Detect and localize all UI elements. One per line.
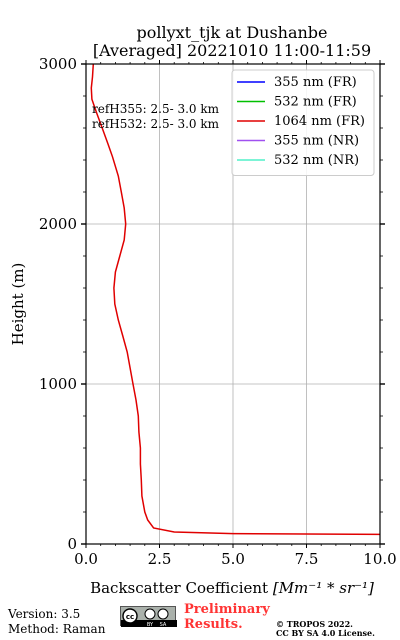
sa-icon xyxy=(157,608,169,620)
copyright-line1: © TROPOS 2022. xyxy=(276,619,353,629)
x-tick-label: 7.5 xyxy=(295,550,319,568)
prelim-line2: Results. xyxy=(184,617,243,632)
x-tick-label: 5.0 xyxy=(221,550,245,568)
chart-title-line1: pollyxt_tjk at Dushanbe xyxy=(136,23,328,42)
ref-h355-label: refH355: 2.5- 3.0 km xyxy=(92,102,220,116)
version-text: Version: 3.5 xyxy=(8,607,81,621)
legend-label: 532 nm (FR) xyxy=(274,95,357,110)
cc-license-icon: cc BY SA xyxy=(120,606,177,628)
y-axis-label: Height (m) xyxy=(9,263,27,346)
chart-title-line2: [Averaged] 20221010 11:00-11:59 xyxy=(92,41,372,60)
legend-label: 532 nm (NR) xyxy=(274,153,359,168)
x-tick-label: 0.0 xyxy=(74,550,98,568)
legend: 355 nm (FR) 532 nm (FR) 1064 nm (FR) 355 nm… xyxy=(231,69,375,176)
y-tick-label: 3000 xyxy=(39,55,77,73)
y-tick-label: 1000 xyxy=(39,375,77,393)
ref-h532-label: refH532: 2.5- 3.0 km xyxy=(92,117,220,131)
y-tick-label: 0 xyxy=(67,535,77,553)
x-axis-label-text: Backscatter Coefficient xyxy=(90,579,273,597)
legend-box xyxy=(231,69,375,176)
prelim-line1: Preliminary xyxy=(184,602,270,617)
y-tick-label: 2000 xyxy=(39,215,77,233)
series-line-1064-nm-fr- xyxy=(90,63,381,536)
x-axis-label: Backscatter Coefficient [Mm⁻¹ * sr⁻¹] xyxy=(90,579,374,597)
by-text: BY xyxy=(147,622,154,627)
legend-label: 355 nm (NR) xyxy=(274,134,359,149)
legend-label: 1064 nm (FR) xyxy=(274,114,365,129)
x-tick-label: 10.0 xyxy=(363,550,396,568)
series-layer xyxy=(90,63,381,536)
ticks: 0.0 2.5 5.0 7.5 10.0 0 1000 2000 3000 xyxy=(39,55,397,568)
preliminary-results-text: Preliminary Results. xyxy=(184,602,270,632)
cc-text: cc xyxy=(126,613,134,621)
by-icon xyxy=(144,608,156,620)
x-tick-label: 2.5 xyxy=(148,550,172,568)
legend-label: 355 nm (FR) xyxy=(274,75,357,90)
copyright-text: © TROPOS 2022. CC BY SA 4.0 License. xyxy=(276,620,375,638)
copyright-line2: CC BY SA 4.0 License. xyxy=(276,628,375,638)
sa-text: SA xyxy=(160,622,167,627)
x-axis-label-units: [Mm⁻¹ * sr⁻¹] xyxy=(273,579,374,597)
method-text: Method: Raman xyxy=(8,622,106,636)
